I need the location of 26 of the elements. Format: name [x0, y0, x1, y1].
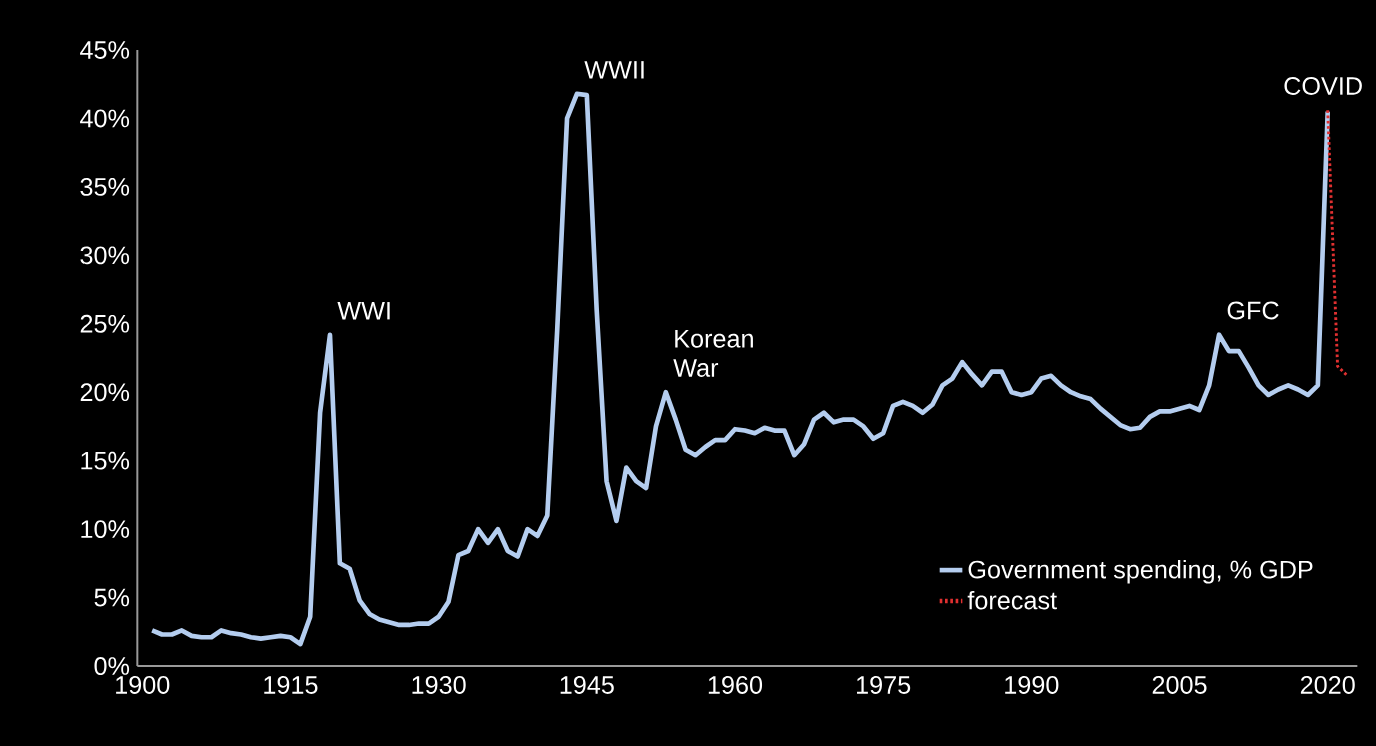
x-tick-label: 1975: [857, 676, 911, 694]
y-tick-label: 20%: [80, 383, 130, 402]
y-tick-label: 35%: [80, 177, 130, 196]
legend-label: Government spending, % GDP: [968, 559, 1313, 584]
y-tick-label: 15%: [81, 451, 130, 470]
y-tick-label: 30%: [80, 246, 130, 265]
legend-label: forecast: [967, 590, 1057, 610]
x-tick-label: 1915: [264, 676, 318, 694]
x-tick-label: 1990: [1005, 676, 1059, 694]
x-tick-label: 2020: [1300, 676, 1355, 694]
x-tick-label: 2005: [1152, 676, 1207, 694]
y-tick-label: 10%: [81, 520, 130, 539]
annotation: COVID: [1284, 77, 1362, 95]
x-tick-label: 1960: [708, 676, 763, 694]
y-tick-label: 0%: [94, 657, 130, 675]
y-tick-label: 40%: [80, 109, 130, 128]
x-tick-label: 1930: [412, 676, 466, 694]
x-tick-label: 1900: [116, 676, 170, 694]
y-tick-label: 5%: [94, 588, 130, 607]
annotation: WWI: [337, 302, 390, 320]
annotation: GFC: [1227, 301, 1279, 320]
x-tick-label: 1945: [560, 676, 614, 694]
annotation: Korean War: [673, 330, 753, 377]
annotation: WWII: [584, 61, 644, 79]
y-tick-label: 45%: [80, 41, 130, 59]
y-tick-label: 25%: [80, 314, 130, 333]
